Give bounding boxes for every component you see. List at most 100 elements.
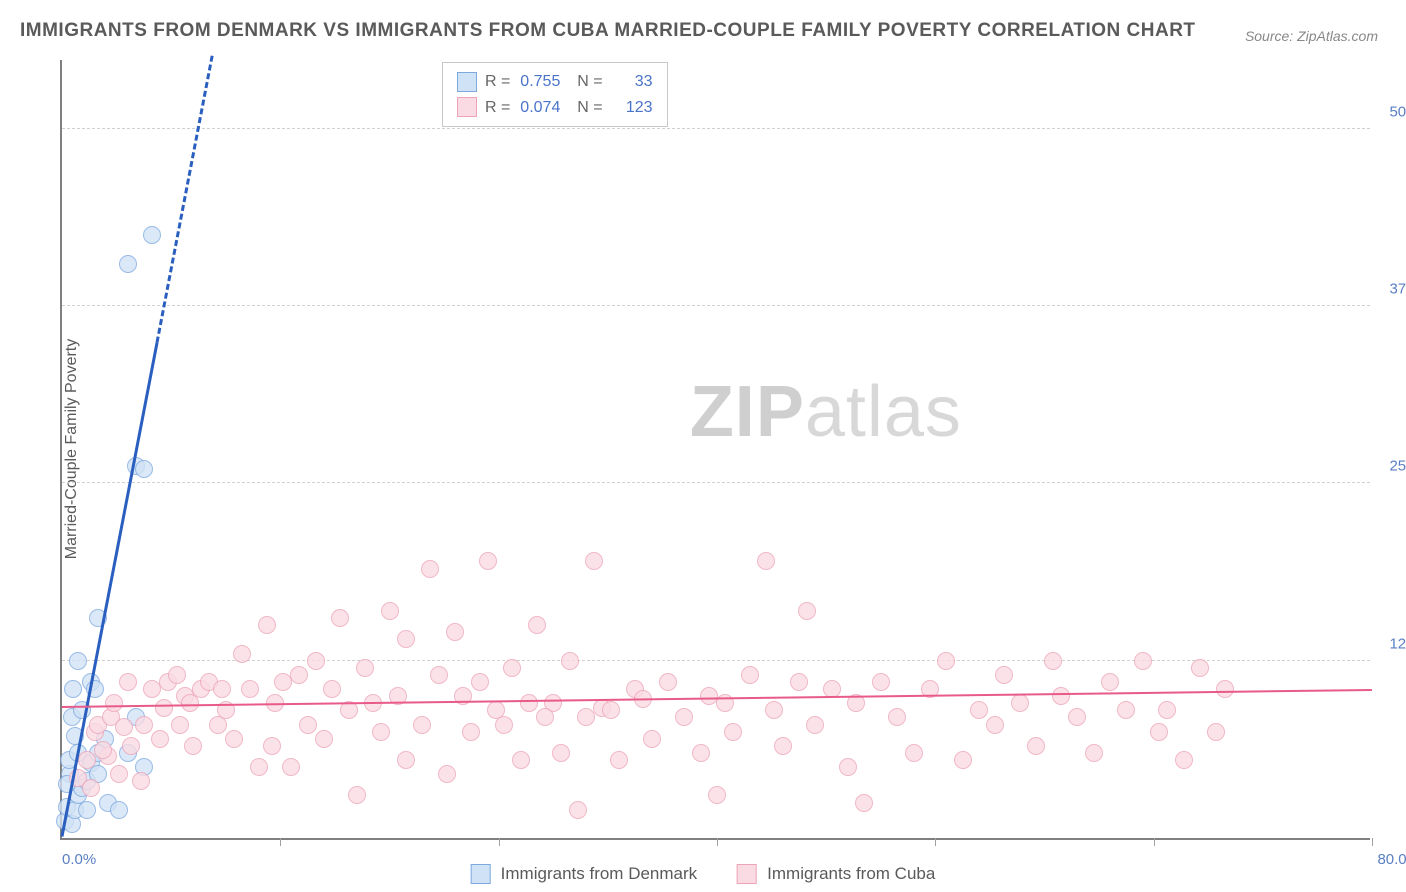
data-point	[258, 616, 276, 634]
data-point	[241, 680, 259, 698]
data-point	[585, 552, 603, 570]
data-point	[610, 751, 628, 769]
data-point	[643, 730, 661, 748]
data-point	[110, 765, 128, 783]
data-point	[1158, 701, 1176, 719]
data-point	[119, 673, 137, 691]
data-point	[1175, 751, 1193, 769]
data-point	[122, 737, 140, 755]
data-point	[839, 758, 857, 776]
data-point	[520, 694, 538, 712]
data-point	[143, 680, 161, 698]
data-point	[905, 744, 923, 762]
data-point	[225, 730, 243, 748]
data-point	[184, 737, 202, 755]
data-point	[700, 687, 718, 705]
data-point	[757, 552, 775, 570]
grid-line	[62, 660, 1370, 661]
data-point	[1134, 652, 1152, 670]
data-point	[250, 758, 268, 776]
data-point	[724, 723, 742, 741]
data-point	[495, 716, 513, 734]
data-point	[479, 552, 497, 570]
data-point	[381, 602, 399, 620]
data-point	[986, 716, 1004, 734]
data-point	[132, 772, 150, 790]
swatch-denmark	[471, 864, 491, 884]
n-value-cuba: 123	[611, 95, 653, 121]
data-point	[855, 794, 873, 812]
data-point	[115, 718, 133, 736]
data-point	[790, 673, 808, 691]
data-point	[348, 786, 366, 804]
data-point	[561, 652, 579, 670]
legend-item-denmark: Immigrants from Denmark	[471, 864, 697, 884]
data-point	[110, 801, 128, 819]
data-point	[119, 255, 137, 273]
swatch-denmark	[457, 72, 477, 92]
data-point	[413, 716, 431, 734]
data-point	[356, 659, 374, 677]
source-label: Source: ZipAtlas.com	[1245, 28, 1378, 44]
chart-title: IMMIGRANTS FROM DENMARK VS IMMIGRANTS FR…	[20, 20, 1196, 42]
data-point	[282, 758, 300, 776]
data-point	[765, 701, 783, 719]
n-label: N =	[568, 69, 602, 95]
grid-line	[62, 305, 1370, 306]
data-point	[151, 730, 169, 748]
data-point	[798, 602, 816, 620]
data-point	[954, 751, 972, 769]
x-tick	[1154, 838, 1155, 846]
data-point	[675, 708, 693, 726]
swatch-cuba	[457, 97, 477, 117]
data-point	[171, 716, 189, 734]
data-point	[397, 630, 415, 648]
y-tick-label: 12.5%	[1389, 635, 1406, 652]
stats-row-denmark: R = 0.755 N = 33	[457, 69, 653, 95]
data-point	[135, 716, 153, 734]
r-value-cuba: 0.074	[518, 95, 560, 121]
data-point	[462, 723, 480, 741]
data-point	[323, 680, 341, 698]
legend-label: Immigrants from Denmark	[501, 864, 697, 884]
data-point	[315, 730, 333, 748]
x-tick	[499, 838, 500, 846]
data-point	[1085, 744, 1103, 762]
data-point	[536, 708, 554, 726]
x-min-label: 0.0%	[62, 851, 96, 868]
legend-label: Immigrants from Cuba	[767, 864, 935, 884]
series-legend: Immigrants from Denmark Immigrants from …	[471, 864, 936, 884]
data-point	[446, 623, 464, 641]
data-point	[135, 460, 153, 478]
data-point	[1011, 694, 1029, 712]
stats-legend: R = 0.755 N = 33 R = 0.074 N = 123	[442, 62, 668, 127]
data-point	[1027, 737, 1045, 755]
data-point	[155, 699, 173, 717]
data-point	[512, 751, 530, 769]
data-point	[937, 652, 955, 670]
x-tick	[280, 838, 281, 846]
watermark: ZIPatlas	[690, 371, 962, 453]
data-point	[503, 659, 521, 677]
data-point	[263, 737, 281, 755]
data-point	[692, 744, 710, 762]
data-point	[1117, 701, 1135, 719]
data-point	[1150, 723, 1168, 741]
r-label: R =	[485, 69, 510, 95]
y-tick-label: 37.5%	[1389, 281, 1406, 298]
data-point	[78, 801, 96, 819]
data-point	[602, 701, 620, 719]
grid-line	[62, 482, 1370, 483]
data-point	[94, 741, 112, 759]
data-point	[708, 786, 726, 804]
data-point	[471, 673, 489, 691]
data-point	[577, 708, 595, 726]
data-point	[213, 680, 231, 698]
data-point	[290, 666, 308, 684]
data-point	[372, 723, 390, 741]
r-value-denmark: 0.755	[518, 69, 560, 95]
x-tick	[1372, 838, 1373, 846]
data-point	[430, 666, 448, 684]
y-axis-label: Married-Couple Family Poverty	[63, 339, 81, 560]
y-tick-label: 25.0%	[1389, 458, 1406, 475]
